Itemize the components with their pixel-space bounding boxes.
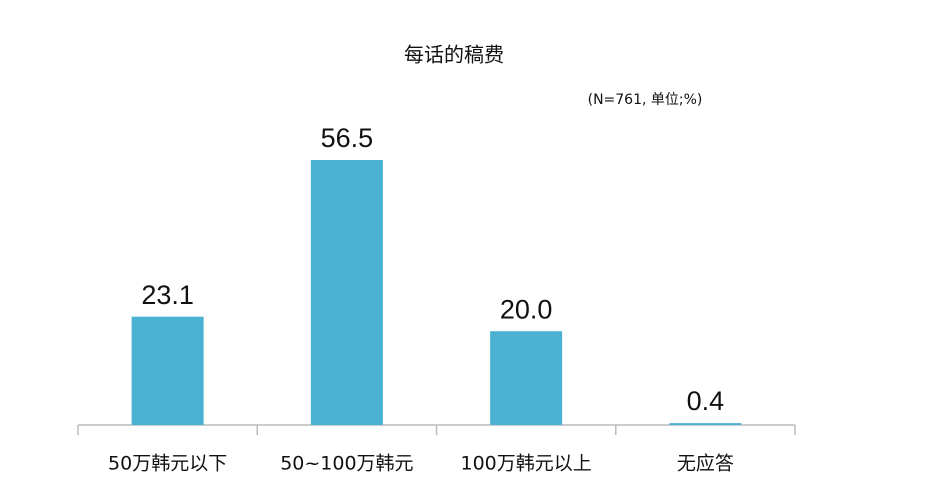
value-label: 20.0 (500, 294, 553, 324)
chart-subtitle: (N=761, 单位;%) (588, 92, 703, 108)
x-tick-label: 无应答 (677, 453, 734, 475)
value-label: 56.5 (321, 123, 374, 153)
x-tick-label: 50~100万韩元 (280, 453, 413, 475)
value-label: 0.4 (687, 386, 725, 416)
x-tick-label: 50万韩元以下 (108, 453, 227, 475)
bar (490, 331, 563, 425)
x-tick-label: 100万韩元以上 (460, 453, 591, 475)
bar (669, 423, 742, 425)
bar (131, 316, 204, 425)
bar (310, 160, 383, 425)
value-label: 23.1 (141, 280, 194, 310)
chart-title: 每话的稿费 (404, 43, 504, 67)
